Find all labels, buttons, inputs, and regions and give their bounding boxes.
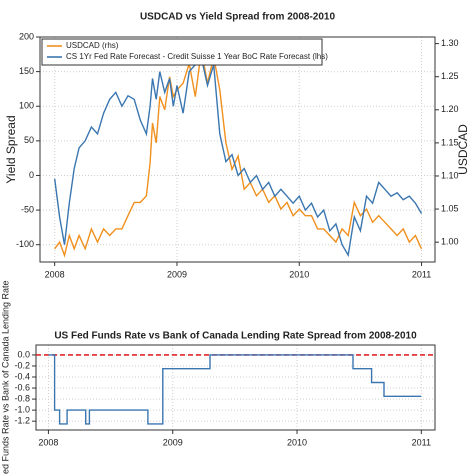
y2-tick-label: 1.30 [441, 38, 459, 48]
plot-frame [35, 344, 436, 431]
chart-title: US Fed Funds Rate vs Bank of Canada Lend… [54, 331, 417, 342]
y2-tick-label: 1.10 [441, 170, 459, 180]
plot-frame [39, 36, 436, 263]
legend-label: CS 1Yr Fed Rate Forecast - Credit Suisse… [66, 52, 328, 61]
y-tick-label: 150 [19, 66, 34, 76]
x-tick-label: 2008 [38, 437, 58, 447]
x-tick-label: 2010 [287, 437, 307, 447]
series-line [48, 354, 422, 425]
y-tick-label: 50 [24, 135, 34, 145]
series-line [54, 50, 423, 258]
y-tick-label: 100 [19, 101, 34, 111]
x-tick-label: 2011 [412, 269, 431, 279]
y-tick-label: 200 [19, 31, 34, 41]
x-tick-label: 2009 [163, 437, 183, 447]
legend-label: USDCAD (rhs) [66, 41, 119, 50]
y-tick-label: -0.8 [14, 393, 30, 403]
y-tick-label: -0.2 [14, 360, 30, 370]
y-tick-label: -50 [21, 204, 34, 214]
y2-tick-label: 1.25 [441, 71, 459, 81]
y2-axis-label: USDCAD [456, 124, 470, 175]
series-line [54, 56, 423, 258]
y-tick-label: -100 [16, 239, 34, 249]
y2-tick-label: 1.15 [441, 137, 459, 147]
y-axis-label: US Fed Funds Rate vs Bank of Canada Lend… [0, 280, 10, 474]
chart-title: USDCAD vs Yield Spread from 2008-2010 [140, 12, 336, 23]
y-tick-label: -1.0 [14, 405, 30, 415]
x-tick-label: 2010 [289, 269, 309, 279]
y-tick-label: 0.0 [17, 349, 30, 359]
y-tick-label: 0 [29, 170, 34, 180]
x-tick-label: 2008 [45, 269, 65, 279]
y-tick-label: -0.4 [14, 371, 30, 381]
y-tick-label: -1.2 [14, 416, 30, 426]
legend-box [41, 38, 323, 66]
x-tick-label: 2011 [412, 437, 431, 447]
x-tick-label: 2009 [167, 269, 187, 279]
y2-tick-label: 1.20 [441, 104, 459, 114]
y-tick-label: -0.6 [14, 382, 30, 392]
y2-tick-label: 1.00 [441, 237, 459, 247]
y-axis-label: Yield Spread [4, 115, 18, 183]
y2-tick-label: 1.05 [441, 203, 459, 213]
